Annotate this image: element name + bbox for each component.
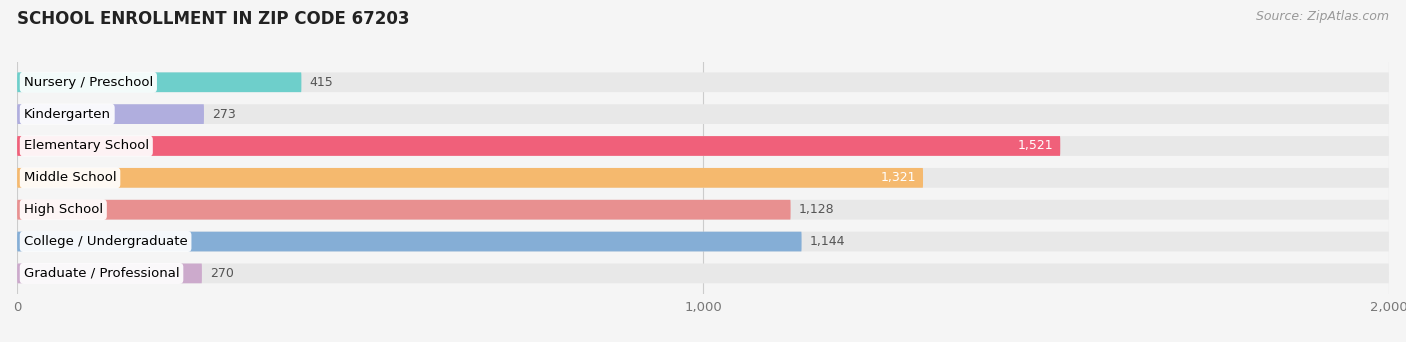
FancyBboxPatch shape — [17, 200, 790, 220]
Text: College / Undergraduate: College / Undergraduate — [24, 235, 187, 248]
Text: 270: 270 — [211, 267, 235, 280]
Text: 415: 415 — [309, 76, 333, 89]
FancyBboxPatch shape — [17, 232, 1389, 251]
Text: Source: ZipAtlas.com: Source: ZipAtlas.com — [1256, 10, 1389, 23]
Text: 1,321: 1,321 — [882, 171, 917, 184]
Text: 273: 273 — [212, 108, 236, 121]
Text: 1,521: 1,521 — [1018, 140, 1053, 153]
FancyBboxPatch shape — [17, 136, 1389, 156]
FancyBboxPatch shape — [17, 168, 922, 188]
Text: 1,128: 1,128 — [799, 203, 835, 216]
Text: Elementary School: Elementary School — [24, 140, 149, 153]
FancyBboxPatch shape — [17, 73, 1389, 92]
Text: SCHOOL ENROLLMENT IN ZIP CODE 67203: SCHOOL ENROLLMENT IN ZIP CODE 67203 — [17, 10, 409, 28]
FancyBboxPatch shape — [17, 136, 1060, 156]
FancyBboxPatch shape — [17, 168, 1389, 188]
Text: 1,144: 1,144 — [810, 235, 845, 248]
Text: Middle School: Middle School — [24, 171, 117, 184]
Text: High School: High School — [24, 203, 103, 216]
Text: Nursery / Preschool: Nursery / Preschool — [24, 76, 153, 89]
Text: Kindergarten: Kindergarten — [24, 108, 111, 121]
FancyBboxPatch shape — [17, 264, 202, 283]
FancyBboxPatch shape — [17, 104, 204, 124]
FancyBboxPatch shape — [17, 232, 801, 251]
FancyBboxPatch shape — [17, 104, 1389, 124]
FancyBboxPatch shape — [17, 264, 1389, 283]
FancyBboxPatch shape — [17, 200, 1389, 220]
Text: Graduate / Professional: Graduate / Professional — [24, 267, 180, 280]
FancyBboxPatch shape — [17, 73, 301, 92]
